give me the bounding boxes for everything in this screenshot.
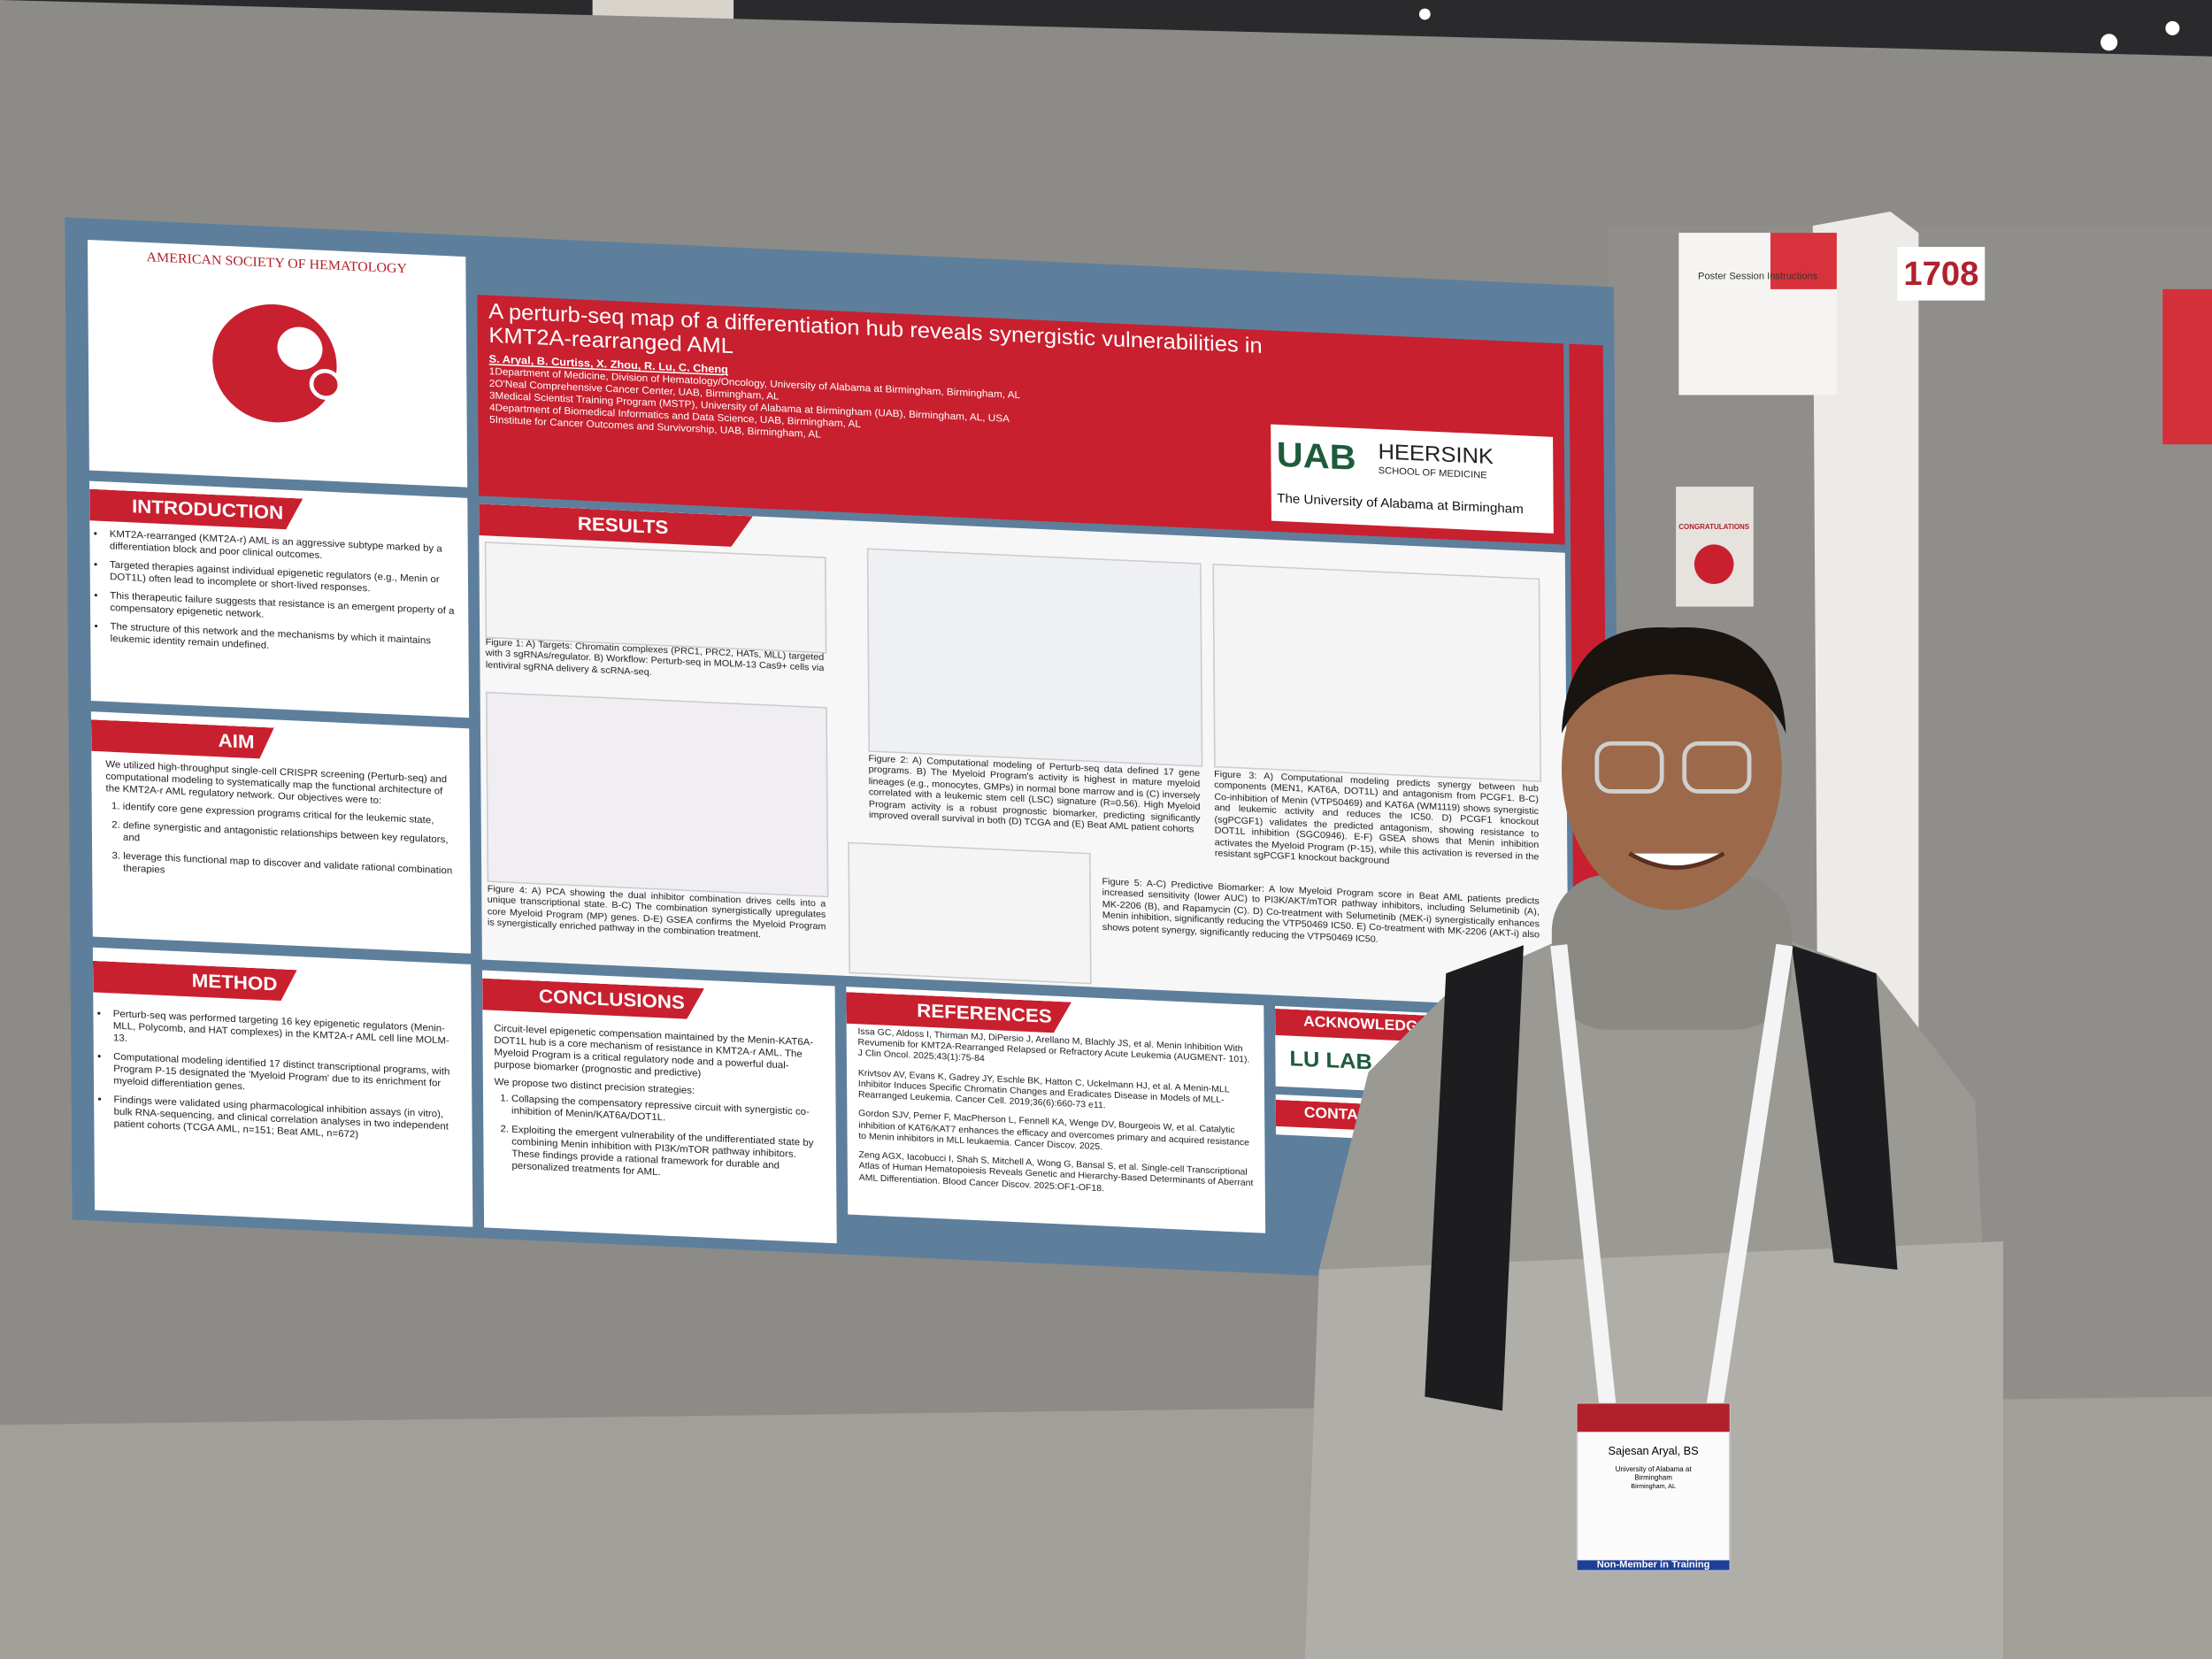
- glasses: [1682, 741, 1752, 794]
- intro-box: INTRODUCTION KMT2A-rearranged (KMT2A-r) …: [88, 480, 470, 718]
- figure-panel: [484, 541, 827, 654]
- board-sign: [1897, 247, 1985, 301]
- section-heading: AIM: [91, 719, 274, 759]
- figure-panel: [486, 691, 829, 898]
- lab-name: LU LAB: [1289, 1048, 1373, 1075]
- references-box: REFERENCES Issa GC, Aldoss I, Thirman MJ…: [846, 987, 1266, 1233]
- figure-panel: [848, 841, 1092, 985]
- hair: [1561, 627, 1786, 734]
- backpack-strap: [1425, 945, 1524, 1411]
- list-item: Exploiting the emergent vulnerability of…: [511, 1123, 825, 1185]
- uab-logo: UAB HEERSINK SCHOOL OF MEDICINE The Univ…: [1271, 424, 1554, 534]
- uab-university: The University of Alabama at Birmingham: [1277, 491, 1524, 518]
- lanyard: [1705, 943, 1793, 1412]
- section-heading: RESULTS: [479, 503, 753, 548]
- face: [1561, 627, 1782, 910]
- figure-caption: Figure 3: A) Computational modeling pred…: [1214, 770, 1540, 867]
- society-logo-box: AMERICAN SOCIETY OF HEMATOLOGY: [87, 239, 468, 488]
- turtleneck: [1551, 874, 1792, 1030]
- lanyard: [1550, 944, 1617, 1412]
- sticker-circle: [1694, 544, 1734, 585]
- uab-mark: UAB: [1276, 434, 1356, 478]
- society-name: AMERICAN SOCIETY OF HEMATOLOGY: [146, 250, 407, 277]
- badge-text: Sajesan Aryal, BS University of Alabama …: [1577, 1444, 1730, 1571]
- backpack-strap: [1791, 945, 1898, 1270]
- instructions-art: [1770, 233, 1837, 289]
- figure-caption: Figure 5: A-C) Predictive Biomarker: A l…: [1102, 877, 1540, 945]
- list-item: Computational modeling identified 17 dis…: [113, 1050, 461, 1102]
- smile: [1628, 851, 1725, 870]
- figure-panel: [866, 548, 1203, 767]
- badge-content: Sajesan Aryal, BS University of Alabama …: [1577, 1444, 1730, 1571]
- conclusions-box: CONCLUSIONS Circuit-level epigenetic com…: [481, 970, 837, 1244]
- figure-caption: Figure 2: A) Computational modeling of P…: [868, 754, 1201, 836]
- badge-name: Sajesan Aryal, BS: [1608, 1444, 1699, 1458]
- neighbor-poster: [2162, 288, 2212, 445]
- title-band: A perturb-seq map of a differentiation h…: [477, 295, 1565, 545]
- badge-status: Non-Member in Training: [1577, 1559, 1730, 1571]
- section-heading: METHOD: [93, 961, 297, 1002]
- method-list: Perturb-seq was performed targeting 16 k…: [93, 1006, 472, 1145]
- badge-institution: University of Alabama at Birmingham: [1615, 1465, 1692, 1483]
- list-item: Findings were validated using pharmacolo…: [113, 1093, 461, 1145]
- poster-group: AMERICAN SOCIETY OF HEMATOLOGY A perturb…: [65, 218, 1621, 1290]
- list-item: Perturb-seq was performed targeting 16 k…: [113, 1007, 461, 1059]
- aim-box: AIM We utilized high-throughput single-c…: [90, 711, 472, 954]
- glasses: [1594, 741, 1664, 794]
- aim-list: identify core gene expression programs c…: [92, 799, 471, 890]
- badge-header: [1577, 1403, 1730, 1432]
- list-item: Zeng AGX, Iacobucci I, Shah S, Mitchell …: [858, 1150, 1254, 1194]
- section-heading: REFERENCES: [846, 992, 1071, 1033]
- method-box: METHOD Perturb-seq was performed targeti…: [92, 947, 473, 1227]
- references-list: Issa GC, Aldoss I, Thirman MJ, DiPersio …: [857, 1027, 1254, 1202]
- figure-panel: [1212, 564, 1541, 782]
- conclusions-list: Collapsing the compensatory repressive c…: [483, 1091, 836, 1186]
- badge-city: Birmingham, AL: [1631, 1482, 1676, 1490]
- section-heading: INTRODUCTION: [89, 489, 303, 530]
- instructions-title: Poster Session Instructions: [1698, 272, 1818, 282]
- society-logo: AMERICAN SOCIETY OF HEMATOLOGY: [146, 250, 407, 423]
- conclusions-text: Circuit-level epigenetic compensation ma…: [494, 1021, 814, 1079]
- sticker-text: CONGRATULATIONS: [1678, 523, 1749, 531]
- poster-object: AMERICAN SOCIETY OF HEMATOLOGY A perturb…: [71, 223, 1616, 1284]
- board-number: 1708: [1903, 255, 1978, 293]
- results-box: RESULTS Figure 1: A) Targets: Chromatin …: [479, 503, 1569, 1009]
- section-heading: CONCLUSIONS: [482, 979, 704, 1020]
- poster: AMERICAN SOCIETY OF HEMATOLOGY A perturb…: [71, 223, 1616, 1284]
- person: Sajesan Aryal, BS University of Alabama …: [1304, 627, 2004, 1659]
- intro-list: KMT2A-rearranged (KMT2A-r) AML is an agg…: [89, 526, 468, 660]
